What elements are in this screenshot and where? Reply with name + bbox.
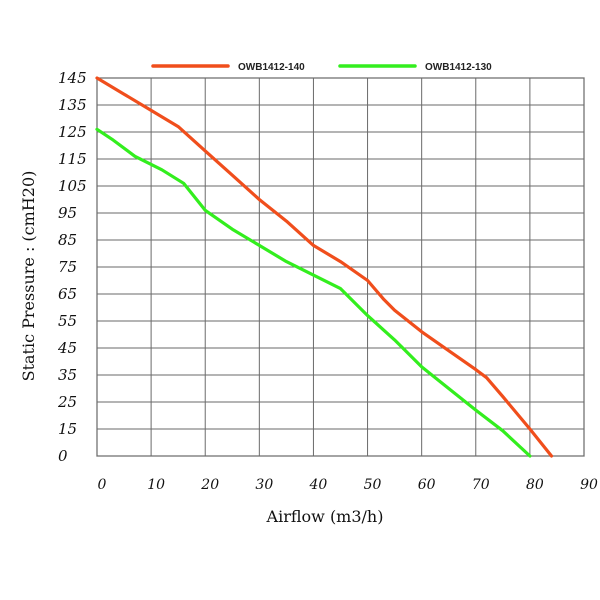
y-tick-label: 65	[58, 285, 77, 303]
x-tick-label: 50	[364, 477, 382, 493]
y-tick-label: 75	[58, 258, 77, 276]
x-tick-label: 30	[255, 477, 273, 493]
y-tick-label: 25	[57, 393, 77, 411]
series-line-1	[95, 76, 554, 458]
x-tick-label: 0	[98, 477, 107, 493]
y-tick-label: 95	[58, 204, 77, 222]
x-tick-label: 40	[309, 477, 328, 493]
x-axis-ticks: 0 10 20 30 40 50 60 70 80 90	[98, 477, 598, 493]
y-tick-label: 15	[58, 420, 77, 438]
y-tick-label: 0	[58, 447, 68, 465]
x-tick-label: 60	[418, 477, 436, 493]
x-tick-label: 80	[526, 477, 544, 493]
y-tick-label: 35	[58, 366, 77, 384]
x-axis-label: Airflow (m3/h)	[266, 507, 384, 526]
y-axis-ticks: 0 15 25 35 45 55 65 75 85 95 105 115 125 135 145	[57, 69, 87, 465]
y-axis-label: Static Pressure : (cmH20)	[19, 171, 38, 382]
y-tick-label: 145	[58, 69, 87, 87]
y-tick-label: 55	[58, 312, 77, 330]
y-tick-label: 105	[58, 177, 87, 195]
legend-label-2: OWB1412-130	[425, 62, 492, 73]
y-tick-label: 135	[58, 96, 87, 114]
x-tick-label: 20	[200, 477, 219, 493]
y-tick-label: 115	[58, 150, 87, 168]
plot-grid	[96, 77, 585, 457]
y-tick-label: 45	[57, 339, 77, 357]
x-tick-label: 10	[147, 477, 165, 493]
x-tick-label: 70	[472, 477, 490, 493]
y-tick-label: 125	[58, 123, 87, 141]
series-line-2	[95, 127, 532, 458]
legend: OWB1412-140 OWB1412-130	[151, 62, 492, 73]
x-tick-label: 90	[580, 477, 598, 493]
plot-series	[95, 76, 554, 458]
y-tick-label: 85	[58, 231, 77, 249]
legend-label-1: OWB1412-140	[238, 62, 305, 73]
